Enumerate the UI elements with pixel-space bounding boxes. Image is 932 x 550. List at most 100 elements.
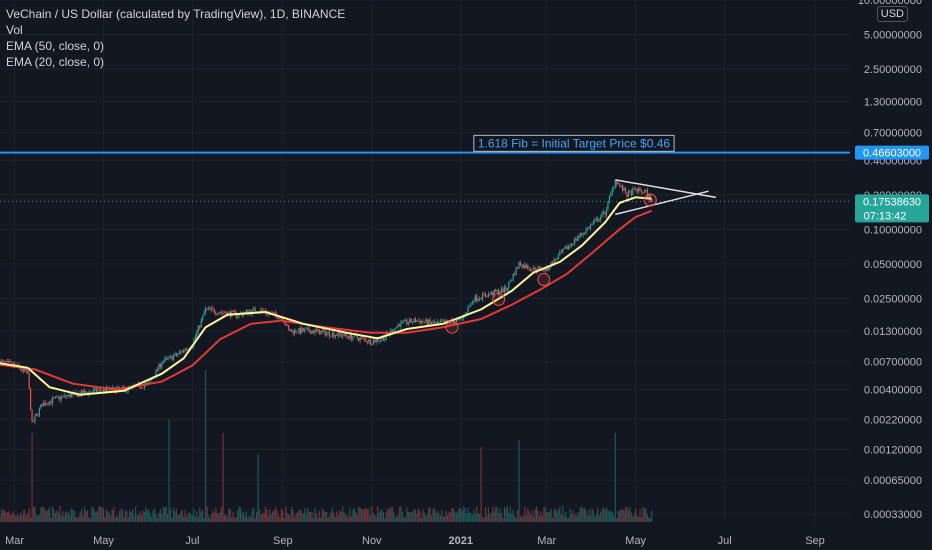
candle-body [70,394,73,398]
candle-body [570,243,573,246]
volume-bar [167,514,169,522]
last-price-label: 0.17538630 [863,196,921,208]
volume-bar [104,516,106,522]
price-tick-label: 0.05000000 [864,259,922,271]
candle-body [533,267,535,270]
volume-bar [511,513,513,522]
vol-indicator-label[interactable]: Vol [6,23,23,37]
candle-body [210,308,213,310]
candle-body [522,264,525,268]
candle-body [633,188,635,190]
candle-body [146,382,148,384]
volume-bar [130,511,132,522]
price-tick-label: 0.00120000 [864,445,922,457]
candle-body [91,391,93,393]
time-axis[interactable]: Mar May Jul Sep Nov 2021 Mar May Jul Sep [5,535,825,547]
volume-bar [330,512,332,522]
candle-body [5,360,7,363]
candle-body [323,329,325,332]
volume-bar [213,512,215,522]
volume-bar [468,512,471,522]
volume-bar [187,513,189,522]
volume-bar [556,511,558,522]
volume-bar [503,506,506,522]
volume-bar [27,513,29,522]
volume-bar [379,509,382,522]
volume-bar [146,510,148,522]
volume-bar [212,510,214,522]
volume-bar [2,510,4,522]
candle-body [67,394,70,396]
volume-bar [293,517,296,522]
volume-bar [277,514,280,522]
volume-bar [298,510,300,522]
candle-body [94,388,96,390]
volume-bar [400,506,402,522]
candle-body [12,362,14,366]
ema20-indicator-label[interactable]: EMA (20, close, 0) [6,55,105,69]
ema50-indicator-label[interactable]: EMA (50, close, 0) [6,39,105,53]
volume-bar [65,511,67,522]
candle-body [397,324,399,327]
candle-body [342,335,344,337]
volume-bar [464,507,466,522]
candle-body [245,310,247,312]
volume-bar [538,516,541,522]
volume-bar [486,515,488,522]
volume-bar [463,506,465,522]
candle-body [104,388,106,392]
volume-bar [452,508,455,522]
candle-body [169,355,172,357]
candle-body [358,338,360,341]
volume-bar [514,515,516,522]
candle-body [251,308,253,314]
volume-bar [420,517,422,522]
volume-bar [465,513,468,522]
candle-body [175,353,178,356]
volume-bar [406,507,408,522]
candle-body [518,262,520,269]
candle-body [544,267,546,271]
price-tick-label: 5.00000000 [864,30,922,42]
candle-body [200,319,202,328]
volume-bar [92,507,94,522]
candle-body [566,246,568,250]
candle-body [651,199,653,202]
candle-body [327,331,329,333]
volume-bar [560,514,562,522]
currency-button[interactable]: USD [876,6,908,22]
price-axis[interactable]: 10.00000000 5.00000000 2.50000000 1.3000000… [858,0,922,521]
volume-bar [126,510,128,522]
volume-bar [232,511,234,522]
volume-bar [635,508,637,522]
candle-body [581,233,583,235]
support-touch-circle [537,272,551,286]
candle-body [470,302,472,306]
candle-body [180,351,182,353]
volume-bar [156,517,159,522]
volume-bar [423,512,425,522]
candle-body [6,361,8,363]
volume-bar [6,511,8,522]
candle-body [343,333,345,336]
candle-body [97,390,99,392]
symbol-title[interactable]: VeChain / US Dollar (calculated by Tradi… [6,7,346,21]
candle-body [579,233,581,237]
candle-body [237,315,239,317]
volume-bar [614,433,616,522]
candle-body [263,310,265,312]
triangle-lower-trendline [615,190,709,216]
volume-bar [121,508,124,522]
volume-bar [337,515,339,522]
volume-bar [543,507,545,522]
candle-body [410,318,412,323]
volume-bar [436,510,438,522]
candle-body [394,327,396,332]
drawings[interactable]: 1.618 Fib = Initial Target Price $0.46 [0,134,850,334]
candle-body [498,290,500,294]
candle-body [307,328,309,330]
volume-bar [202,509,204,522]
volume-bar [88,517,90,522]
candle-body [620,185,622,187]
